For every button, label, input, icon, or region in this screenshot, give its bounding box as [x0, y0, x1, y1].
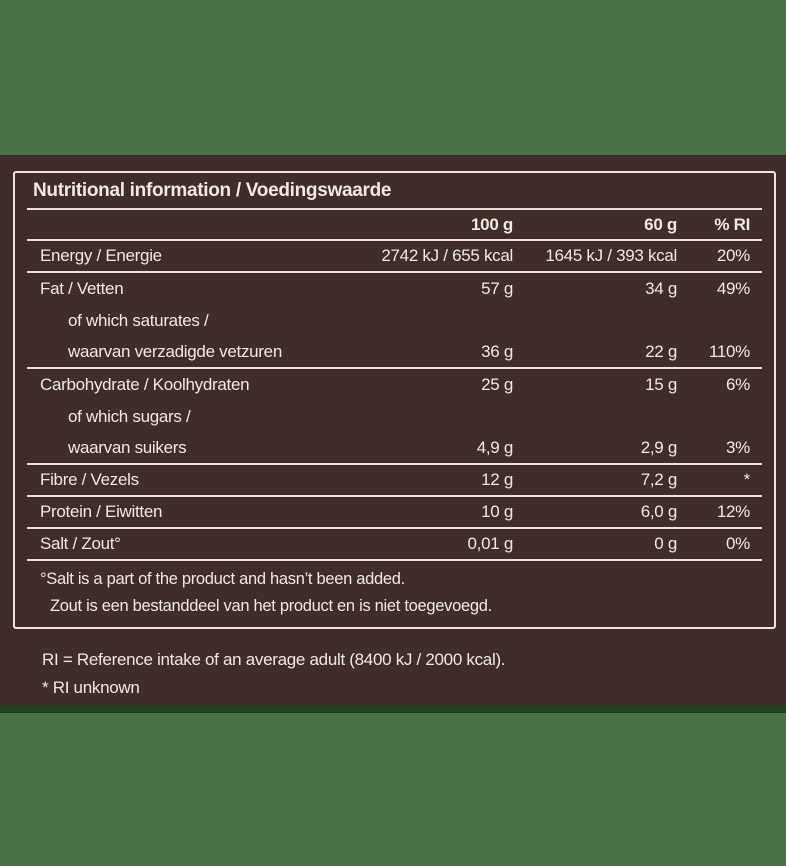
- value-ri: 0%: [726, 534, 750, 553]
- value-60g: 1645 kJ / 393 kcal: [545, 246, 677, 265]
- value-ri: 12%: [716, 502, 750, 521]
- nutrient-label: Fibre / Vezels: [40, 470, 139, 489]
- value-ri: 6%: [726, 375, 750, 394]
- nutrition-rows: Energy / Energie 2742 kJ / 655 kcal 1645 k…: [27, 241, 762, 561]
- value-ri: 110%: [708, 342, 750, 361]
- table-title-row: Nutritional information / Voedingswaarde: [27, 173, 762, 210]
- value-100g: 57 g: [481, 279, 513, 298]
- col-header-60g: 60 g: [644, 214, 677, 234]
- table-header-row: 100 g 60 g % RI: [27, 210, 762, 241]
- nutrient-row: waarvan verzadigde vetzuren 36 g 22 g 110%: [27, 337, 762, 369]
- table-title: Nutritional information / Voedingswaarde: [33, 180, 392, 201]
- brown-panel: Nutritional information / Voedingswaarde…: [0, 155, 786, 706]
- footer-ri-definition: RI = Reference intake of an average adul…: [42, 650, 506, 669]
- nutrient-label: Protein / Eiwitten: [40, 502, 163, 521]
- value-100g: 10 g: [481, 502, 513, 521]
- value-60g: 2,9 g: [640, 438, 678, 457]
- value-ri: 3%: [726, 438, 750, 457]
- value-100g: 2742 kJ / 655 kcal: [381, 246, 513, 265]
- footer-ri-unknown: * RI unknown: [42, 678, 140, 697]
- nutrient-label: Carbohydrate / Koolhydraten: [40, 375, 250, 394]
- nutrient-row: Fat / Vetten 57 g 34 g 49%: [27, 273, 762, 305]
- nutrient-row: Energy / Energie 2742 kJ / 655 kcal 1645 k…: [27, 241, 762, 273]
- col-header-100g: 100 g: [471, 214, 513, 234]
- nutrient-label: Fat / Vetten: [40, 279, 124, 298]
- value-100g: 4,9 g: [476, 438, 514, 457]
- value-60g: 15 g: [645, 375, 677, 394]
- value-60g: 6,0 g: [640, 502, 678, 521]
- value-60g: 0 g: [654, 534, 677, 553]
- value-60g: 22 g: [645, 342, 677, 361]
- nutrient-label: waarvan suikers: [68, 438, 187, 457]
- footnote-salt-en: °Salt is a part of the product and hasn’…: [40, 570, 405, 588]
- nutrient-row: of which saturates /: [27, 305, 762, 337]
- nutrient-row: of which sugars /: [27, 401, 762, 433]
- nutrient-label: Salt / Zout°: [40, 534, 121, 553]
- nutrient-row: Salt / Zout° 0,01 g 0 g 0%: [27, 529, 762, 561]
- col-header-ri: % RI: [714, 214, 750, 234]
- value-100g: 0,01 g: [467, 534, 514, 553]
- value-60g: 7,2 g: [640, 470, 678, 489]
- nutrition-table-box: Nutritional information / Voedingswaarde…: [13, 171, 776, 629]
- value-ri: *: [743, 470, 751, 489]
- value-60g: 34 g: [645, 279, 677, 298]
- value-100g: 36 g: [481, 342, 513, 361]
- value-ri: 49%: [716, 279, 750, 298]
- table-footnotes: °Salt is a part of the product and hasn’…: [27, 561, 762, 620]
- nutrient-row: Fibre / Vezels 12 g 7,2 g *: [27, 465, 762, 497]
- nutrient-row: Carbohydrate / Koolhydraten 25 g 15 g 6%: [27, 369, 762, 401]
- nutrient-label: waarvan verzadigde vetzuren: [68, 342, 282, 361]
- value-100g: 25 g: [481, 375, 513, 394]
- reference-intake-footer: RI = Reference intake of an average adul…: [42, 646, 506, 702]
- nutrient-row: waarvan suikers 4,9 g 2,9 g 3%: [27, 433, 762, 465]
- nutrient-label: Energy / Energie: [40, 246, 162, 265]
- footnote-salt-nl: Zout is een bestanddeel van het product …: [50, 597, 492, 615]
- table-inner: Nutritional information / Voedingswaarde…: [27, 173, 762, 620]
- nutrient-label: of which sugars /: [68, 407, 191, 426]
- value-100g: 12 g: [481, 470, 513, 489]
- divider-strip: [0, 706, 786, 713]
- nutrient-label: of which saturates /: [68, 311, 209, 330]
- nutrient-row: Protein / Eiwitten 10 g 6,0 g 12%: [27, 497, 762, 529]
- value-ri: 20%: [716, 246, 750, 265]
